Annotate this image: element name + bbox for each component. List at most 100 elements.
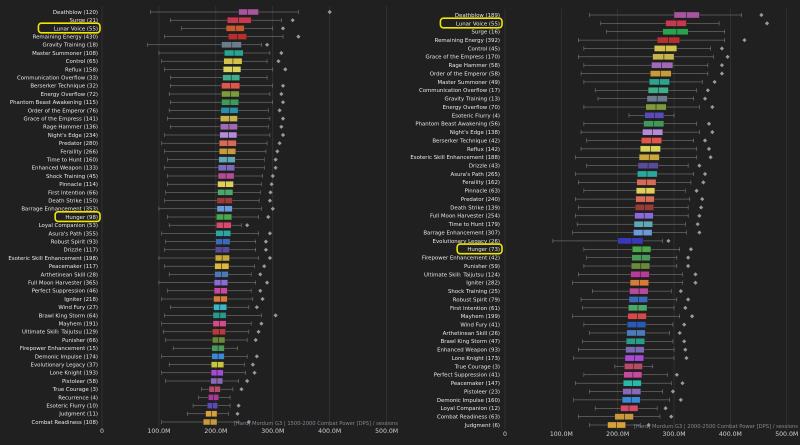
outlier-point <box>277 141 282 146</box>
category-label: Lone Knight (193) <box>50 371 98 377</box>
outlier-point <box>327 9 332 15</box>
outlier-point <box>710 104 715 110</box>
outlier-point <box>678 397 683 402</box>
chart-footnote: [Hard] Mordum G3 | 2000-2500 Combat Powe… <box>634 424 798 430</box>
category-label: Robust Spirit (79) <box>453 297 500 303</box>
category-label: Peacemaker (147) <box>451 381 500 387</box>
category-label: Shock Training (25) <box>448 289 500 295</box>
highlight-box <box>37 22 101 34</box>
left-boxplot-panel: 0 100.0M 200.0M 300.0M 400.0M 500.0M Deathblow… <box>8 6 398 435</box>
category-label: Barrage Enhancement (307) <box>423 230 500 236</box>
category-label: Combat Readiness (63) <box>437 415 500 421</box>
category-label: Phantom Beast Awakening (56) <box>415 122 500 128</box>
box <box>617 237 644 245</box>
category-label: Perfect Suppression (41) <box>434 373 500 379</box>
category-label: Peacemaker (117) <box>49 264 98 270</box>
category-label: Igniter (282) <box>466 281 500 287</box>
category-label: Shock Training (45) <box>46 174 98 180</box>
category-label: Feraility (266) <box>60 149 98 155</box>
category-label: Drizzle (43) <box>469 164 500 170</box>
outlier-point <box>680 381 685 386</box>
category-label: Loyal Companion (12) <box>441 406 500 412</box>
category-label: Reflux (158) <box>65 67 98 73</box>
category-label: Rage Hammer (136) <box>43 125 98 131</box>
outlier-point <box>245 378 250 384</box>
outlier-point <box>708 155 713 160</box>
outlier-point <box>253 337 258 343</box>
outlier-point <box>258 288 263 293</box>
x-tick-label: 300.0M <box>261 428 284 435</box>
category-label: Punisher (66) <box>62 338 98 344</box>
outlier-point <box>663 406 668 411</box>
category-label: Asura's Path (265) <box>451 172 501 178</box>
category-label: Predator (240) <box>461 197 500 203</box>
category-label: Control (65) <box>66 59 98 65</box>
category-label: Berserker Technique (32) <box>30 84 98 90</box>
category-label: Robust Spirit (93) <box>51 240 98 246</box>
category-label: Combat Readiness (108) <box>32 420 98 426</box>
outlier-point <box>290 18 295 23</box>
category-label: Feraility (162) <box>462 180 500 186</box>
outlier-point <box>267 198 273 203</box>
outlier-point <box>270 206 275 211</box>
outlier-point <box>759 12 764 18</box>
outlier-point <box>239 387 244 392</box>
right-boxplot-panel: 0 100.0M 200.0M 300.0M 400.0M 500.0M Deathblow… <box>410 9 798 438</box>
category-label: True Courage (3) <box>454 364 500 370</box>
outlier-point <box>705 88 710 93</box>
category-label: Grace of the Empress (170) <box>426 55 500 61</box>
outlier-point <box>263 247 269 252</box>
outlier-point <box>283 67 288 72</box>
category-label: Pinnacle (114) <box>59 182 98 188</box>
box <box>220 115 238 122</box>
outlier-point <box>684 355 689 361</box>
outlier-point <box>260 296 265 302</box>
outlier-point <box>706 146 712 151</box>
outlier-point <box>674 372 679 377</box>
category-label: Hunger (73) <box>467 247 500 253</box>
category-label: Surge (21) <box>70 18 98 24</box>
outlier-point <box>262 264 267 269</box>
outlier-point <box>254 354 259 359</box>
category-label: Energy Overflow (70) <box>443 105 500 111</box>
outlier-point <box>677 330 682 336</box>
outlier-point <box>700 196 705 202</box>
category-label: Perfect Suppression (46) <box>32 289 98 295</box>
category-label: Arthetinean Skill (28) <box>41 272 98 278</box>
outlier-point <box>252 370 257 375</box>
category-label: Gravity Training (18) <box>43 43 98 49</box>
category-label: Lone Knight (173) <box>452 356 500 362</box>
category-label: Energy Overflow (72) <box>41 92 98 98</box>
outlier-point <box>686 263 691 269</box>
x-tick-label: 100.0M <box>147 428 170 435</box>
box <box>651 62 674 69</box>
x-tick-label: 0 <box>100 428 104 435</box>
category-label: Esoteric Skill Enhancement (198) <box>8 256 98 262</box>
box <box>227 17 252 24</box>
outlier-point <box>268 190 273 195</box>
category-label: Pistoleer (23) <box>464 389 500 395</box>
outlier-point <box>764 21 770 26</box>
outlier-point <box>256 329 261 334</box>
outlier-point <box>259 321 264 326</box>
category-label: Firepower Enhancement (15) <box>20 346 98 352</box>
category-label: Deathblow (120) <box>53 10 98 16</box>
x-tick-label: 400.0M <box>719 431 742 438</box>
category-label: Death Strike (150) <box>48 199 98 205</box>
outlier-point <box>275 149 280 154</box>
x-tick-label: 500.0M <box>375 428 398 435</box>
outlier-point <box>689 314 695 319</box>
outlier-point <box>742 38 747 43</box>
outlier-point <box>266 214 271 220</box>
highlight-box <box>54 211 101 223</box>
category-label: Demonic Impulse (160) <box>437 398 500 404</box>
category-label: Master Summoner (108) <box>32 51 98 57</box>
outlier-point <box>263 239 269 244</box>
category-label: Surge (16) <box>472 30 500 36</box>
category-label: Communication Overflow (33) <box>17 76 98 82</box>
category-label: Grace of the Empress (141) <box>24 117 98 123</box>
box <box>662 28 689 35</box>
outlier-point <box>267 255 273 261</box>
outlier-point <box>670 389 676 394</box>
category-label: Lunar Voice (55) <box>54 26 98 32</box>
